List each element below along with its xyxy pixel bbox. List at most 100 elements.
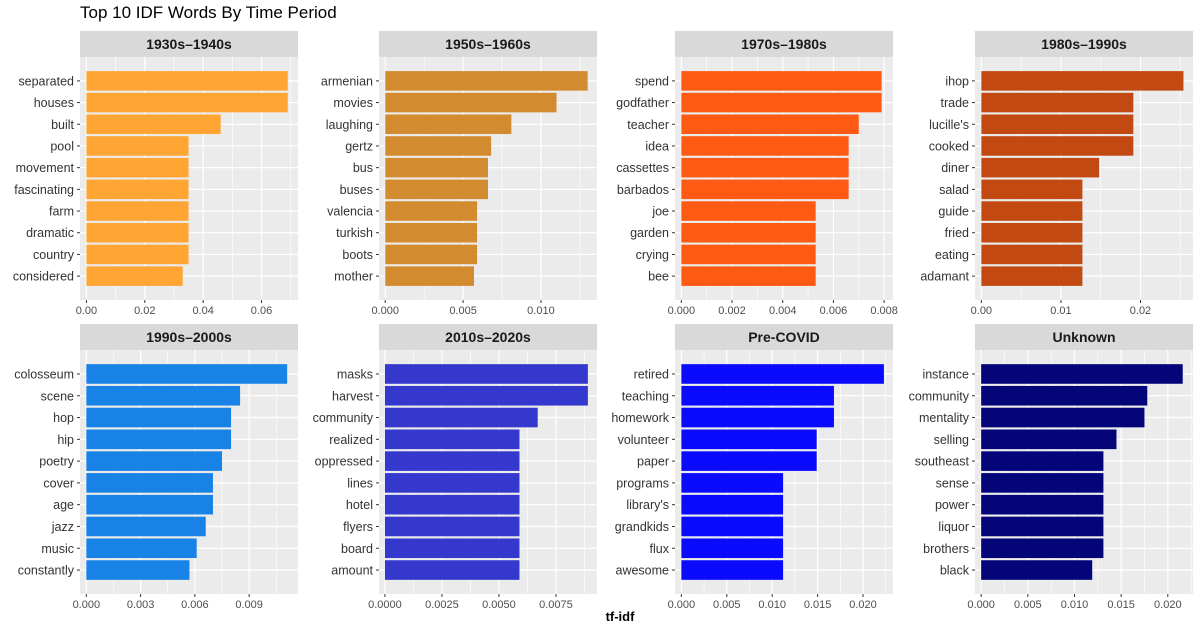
- bar: [385, 201, 478, 221]
- bar: [384, 385, 588, 406]
- bar: [681, 407, 834, 428]
- bar: [681, 266, 816, 286]
- x-tick-label: 0.0000: [368, 599, 402, 611]
- y-tick-label: godfather: [616, 96, 669, 110]
- facet-panel: 1990s–2000s colosseum scene hop hip poetry cov…: [14, 324, 298, 611]
- bar: [681, 538, 784, 559]
- bar: [384, 560, 520, 580]
- bar: [681, 516, 784, 537]
- x-tick-label: 0.04: [192, 305, 213, 317]
- bar: [86, 179, 189, 200]
- bar: [681, 560, 784, 580]
- chart-title: Top 10 IDF Words By Time Period: [80, 3, 337, 22]
- y-tick-label: crying: [636, 248, 669, 262]
- y-tick-label: brothers: [923, 542, 969, 556]
- y-tick-label: black: [940, 564, 970, 578]
- y-tick-label: library's: [626, 498, 669, 512]
- y-tick-label: hotel: [346, 498, 373, 512]
- y-tick-label: oppressed: [315, 455, 373, 469]
- facet-strip-label: Unknown: [1053, 329, 1116, 345]
- y-tick-label: adamant: [920, 270, 969, 284]
- y-tick-label: pool: [50, 139, 74, 153]
- y-tick-label: eating: [935, 248, 969, 262]
- y-tick-label: ihop: [945, 74, 969, 88]
- bar: [981, 385, 1148, 406]
- bar: [385, 244, 478, 265]
- x-tick-label: 0.006: [181, 599, 209, 611]
- facet-strip: [80, 31, 298, 57]
- y-tick-label: music: [41, 542, 74, 556]
- y-tick-label: country: [33, 248, 75, 262]
- y-tick-label: harvest: [332, 389, 374, 403]
- bar: [981, 179, 1083, 200]
- y-tick-label: bee: [648, 270, 669, 284]
- x-tick-label: 0.000: [371, 305, 399, 317]
- x-tick-label: 0.004: [769, 305, 797, 317]
- bar: [86, 136, 189, 156]
- y-tick-label: valencia: [327, 205, 373, 219]
- y-tick-label: community: [909, 389, 970, 403]
- bar: [981, 451, 1104, 471]
- bar: [681, 494, 784, 515]
- x-tick-label: 0.02: [1130, 305, 1151, 317]
- bar: [384, 451, 520, 471]
- bar: [681, 179, 849, 200]
- y-tick-label: colosseum: [14, 367, 74, 381]
- y-tick-label: lines: [347, 476, 373, 490]
- y-tick-label: bus: [353, 161, 373, 175]
- y-tick-label: flyers: [343, 520, 373, 534]
- y-tick-label: jazz: [51, 520, 74, 534]
- bar: [86, 266, 183, 286]
- y-tick-label: movement: [16, 161, 75, 175]
- x-tick-label: 0.0050: [482, 599, 516, 611]
- y-tick-label: southeast: [915, 455, 970, 469]
- bar: [384, 364, 588, 384]
- bar: [384, 538, 520, 559]
- y-tick-label: volunteer: [618, 433, 669, 447]
- y-tick-label: poetry: [39, 455, 74, 469]
- bar: [86, 429, 232, 450]
- bar: [384, 473, 520, 493]
- bar: [681, 244, 816, 265]
- x-tick-label: 0.00: [971, 305, 992, 317]
- bar: [681, 473, 784, 493]
- facet-strip-label: Pre-COVID: [748, 329, 820, 345]
- y-tick-label: sense: [936, 476, 969, 490]
- facet-strip: [379, 324, 597, 350]
- bar: [681, 385, 834, 406]
- y-tick-label: houses: [34, 96, 74, 110]
- x-tick-label: 0.010: [1061, 599, 1089, 611]
- bar: [981, 538, 1104, 559]
- y-tick-label: guide: [938, 205, 969, 219]
- facet-strip: [675, 31, 893, 57]
- x-tick-label: 0.010: [758, 599, 786, 611]
- y-tick-label: paper: [637, 455, 669, 469]
- bar: [86, 560, 190, 580]
- bar: [385, 92, 557, 113]
- facet-strip: [975, 324, 1193, 350]
- bar: [981, 244, 1083, 265]
- y-tick-label: salad: [939, 183, 969, 197]
- bar: [681, 451, 817, 471]
- bar: [981, 136, 1134, 156]
- x-tick-label: 0.000: [668, 599, 696, 611]
- bar: [981, 473, 1104, 493]
- x-tick-label: 0.002: [718, 305, 746, 317]
- x-tick-label: 0.00: [76, 305, 97, 317]
- x-tick-label: 0.000: [73, 599, 101, 611]
- y-tick-label: amount: [331, 564, 373, 578]
- x-tick-label: 0.000: [668, 305, 696, 317]
- y-tick-label: spend: [635, 74, 669, 88]
- y-tick-label: considered: [13, 270, 74, 284]
- y-tick-label: buses: [340, 183, 373, 197]
- bar: [981, 494, 1104, 515]
- x-tick-label: 0.015: [1107, 599, 1135, 611]
- bar: [385, 266, 474, 286]
- bar: [981, 266, 1083, 286]
- x-tick-label: 0.015: [804, 599, 832, 611]
- x-tick-label: 0.01: [1050, 305, 1071, 317]
- bar: [86, 244, 189, 265]
- facet-panel: Pre-COVID retired teaching homework voluntee…: [611, 324, 893, 611]
